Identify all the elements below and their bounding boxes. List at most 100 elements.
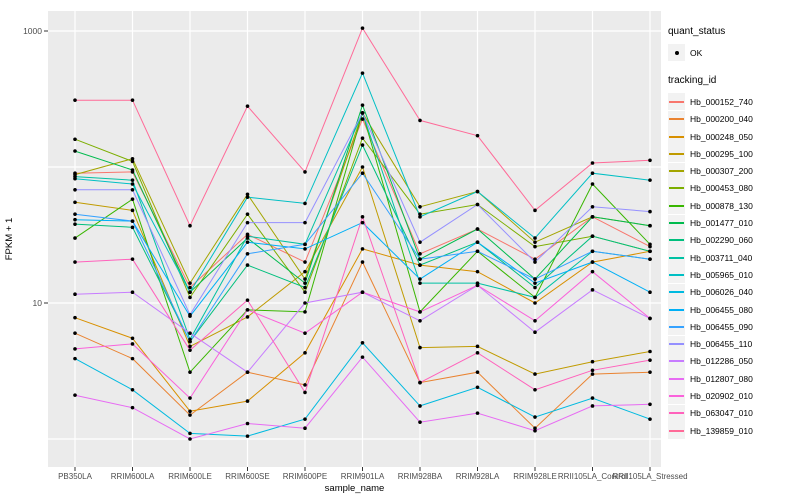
data-point xyxy=(590,359,595,364)
legend-item-label: Hb_000152_740 xyxy=(690,96,753,107)
data-point xyxy=(303,426,307,431)
legend-item-Hb_020902_010: Hb_020902_010 xyxy=(668,387,798,405)
legend-swatch-key xyxy=(668,283,685,301)
data-point xyxy=(533,318,537,323)
data-point xyxy=(360,111,365,115)
data-point xyxy=(188,409,192,414)
data-point xyxy=(245,252,250,256)
data-point xyxy=(303,260,307,264)
data-point xyxy=(188,290,192,295)
data-point xyxy=(590,249,595,254)
line-swatch-icon xyxy=(669,429,684,432)
data-point xyxy=(533,428,537,433)
data-point xyxy=(130,257,135,261)
data-point xyxy=(303,269,307,274)
data-point xyxy=(130,159,135,164)
data-point xyxy=(648,257,652,261)
x-tick-label: RRIM928LE xyxy=(513,472,557,481)
data-point xyxy=(73,137,77,142)
data-point xyxy=(418,215,422,219)
data-point xyxy=(418,318,422,323)
data-point xyxy=(73,217,77,222)
legend-item-Hb_006455_110: Hb_006455_110 xyxy=(668,335,798,353)
data-point xyxy=(533,295,537,300)
legend-item-label: Hb_000295_100 xyxy=(690,148,753,159)
data-point xyxy=(648,242,652,247)
line-swatch-icon xyxy=(669,170,684,173)
data-point xyxy=(303,242,307,247)
data-point xyxy=(590,234,595,238)
data-point xyxy=(475,133,480,138)
data-point xyxy=(130,336,135,341)
data-point xyxy=(73,315,77,320)
data-point xyxy=(648,370,652,374)
legend-item-Hb_006026_040: Hb_006026_040 xyxy=(668,283,798,301)
data-point xyxy=(648,209,652,214)
data-point xyxy=(590,269,595,274)
data-point xyxy=(130,208,135,213)
legend-item-label: Hb_000307_200 xyxy=(690,166,753,177)
data-point xyxy=(245,421,250,426)
x-tick-label: RRII105LA_Stressed xyxy=(612,472,687,481)
legend-item-Hb_006455_080: Hb_006455_080 xyxy=(668,301,798,318)
line-swatch-icon xyxy=(669,135,684,138)
data-point xyxy=(360,71,365,75)
data-point xyxy=(533,415,537,419)
legend-swatch-key xyxy=(668,162,685,180)
data-point xyxy=(130,356,135,361)
legend-swatch-key xyxy=(668,249,685,267)
data-point xyxy=(360,260,365,264)
legend-item-Hb_000307_200: Hb_000307_200 xyxy=(668,162,798,180)
line-swatch-icon xyxy=(669,256,684,259)
data-point xyxy=(533,260,537,264)
data-point xyxy=(533,240,537,244)
data-point xyxy=(245,195,250,199)
data-point xyxy=(303,170,307,174)
data-point xyxy=(303,310,307,314)
data-point xyxy=(360,143,365,147)
data-point xyxy=(475,411,480,415)
x-tick-label: RRIM600PE xyxy=(283,472,327,481)
data-point xyxy=(360,215,365,219)
legend-item-Hb_005965_010: Hb_005965_010 xyxy=(668,266,798,284)
data-point xyxy=(73,149,77,153)
legend-swatch-key xyxy=(668,422,685,440)
data-point xyxy=(245,234,250,238)
legend-swatch-key xyxy=(668,352,685,370)
legend-item-Hb_139859_010: Hb_139859_010 xyxy=(668,422,798,440)
data-point xyxy=(188,344,192,349)
data-point xyxy=(130,225,135,230)
data-point xyxy=(73,222,77,226)
line-swatch-icon xyxy=(669,187,684,190)
line-swatch-icon xyxy=(669,325,684,328)
data-point xyxy=(533,277,537,281)
data-point xyxy=(590,182,595,186)
legend-item-label: Hb_006455_080 xyxy=(690,304,753,315)
data-point xyxy=(303,331,307,335)
data-point xyxy=(73,292,77,297)
legend-item-label: Hb_005965_010 xyxy=(690,269,753,280)
legend-swatch-key xyxy=(668,128,685,146)
data-point xyxy=(130,219,135,223)
x-tick-label: RRIM928BA xyxy=(398,472,443,481)
data-point xyxy=(130,168,135,172)
data-point xyxy=(73,212,77,216)
data-point xyxy=(590,215,595,219)
data-point xyxy=(188,437,192,441)
legend-item-label: Hb_001477_010 xyxy=(690,218,753,229)
data-point xyxy=(590,288,595,292)
line-swatch-icon xyxy=(669,204,684,207)
data-point xyxy=(590,204,595,209)
legend-item-Hb_000152_740: Hb_000152_740 xyxy=(668,93,798,111)
data-point xyxy=(303,383,307,387)
data-point xyxy=(188,431,192,436)
legend-item-Hb_002290_060: Hb_002290_060 xyxy=(668,231,798,249)
data-point xyxy=(648,178,652,182)
legend-swatch-key xyxy=(668,266,685,284)
data-point xyxy=(188,223,192,228)
data-point xyxy=(303,277,307,281)
data-point xyxy=(533,257,537,261)
line-swatch-icon xyxy=(669,291,684,294)
